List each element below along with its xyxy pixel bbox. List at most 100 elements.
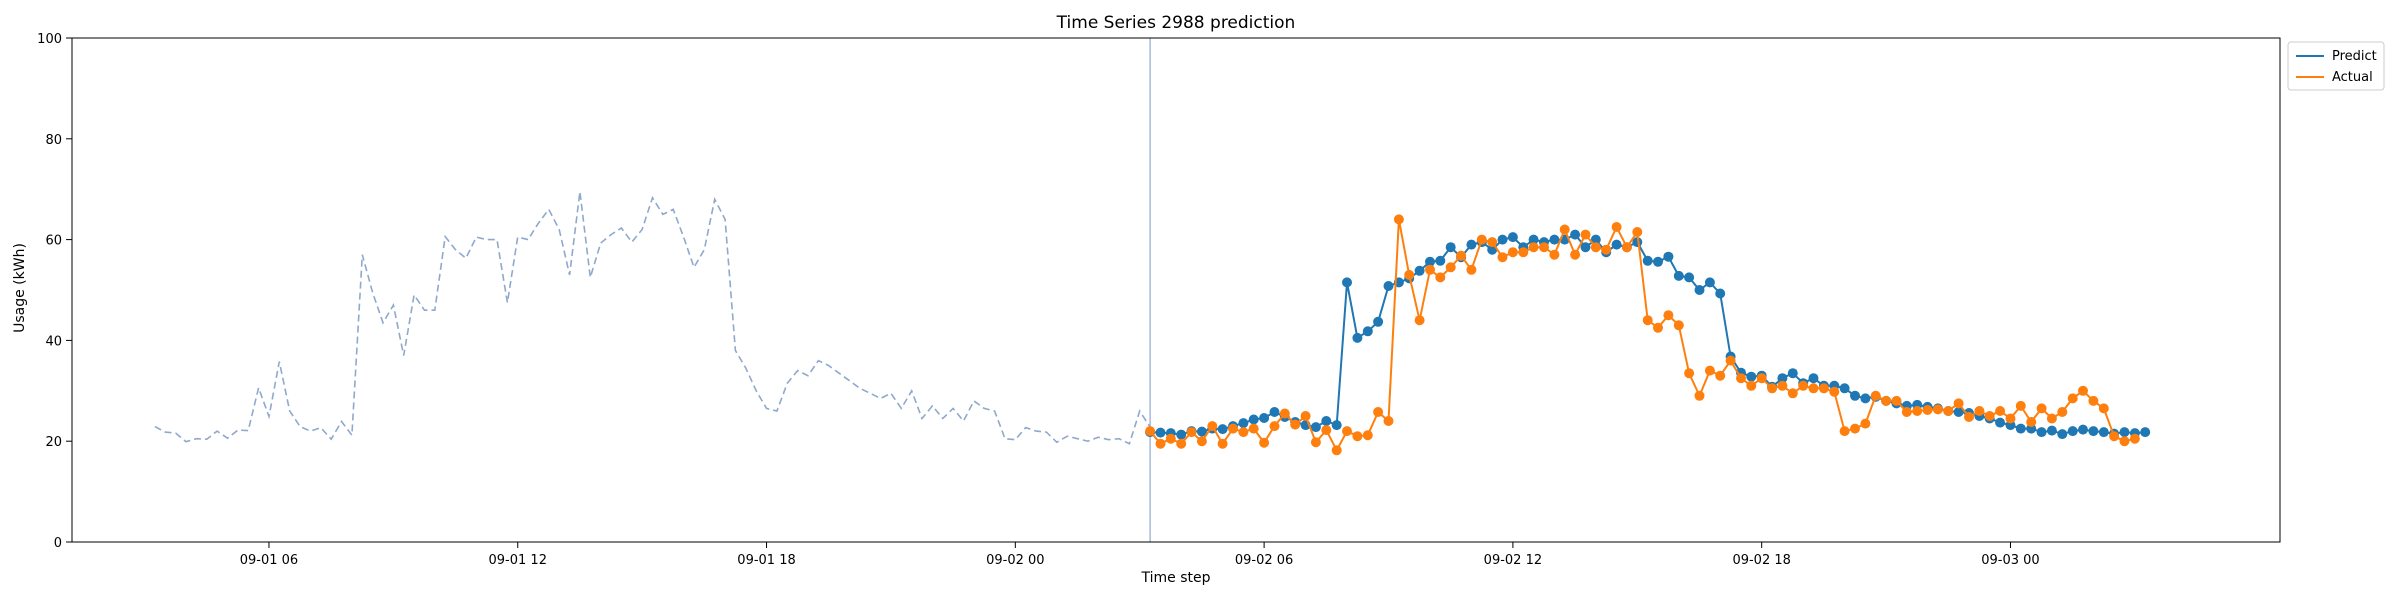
predict-point (1663, 251, 1674, 262)
predict-point (1466, 239, 1477, 250)
actual-point (1818, 383, 1829, 394)
predict-point (1850, 390, 1860, 401)
actual-point (1860, 418, 1871, 429)
predict-point (1310, 422, 1321, 433)
actual-point (1850, 423, 1860, 434)
x-tick-label: 09-03 00 (1981, 553, 2039, 568)
predict-point (2015, 423, 2026, 434)
actual-point (1746, 380, 1757, 391)
actual-point (1269, 421, 1280, 432)
predict-point (1995, 417, 2006, 428)
actual-point (1290, 419, 1301, 430)
predict-point (1259, 413, 1270, 423)
predict-point (1196, 426, 1207, 437)
predict-point (1549, 234, 1560, 245)
actual-point (1321, 425, 1332, 436)
predict-point (1497, 234, 1508, 245)
predict-point (1342, 277, 1352, 288)
actual-point (1777, 380, 1788, 391)
actual-point (2057, 407, 2068, 417)
predict-point (1632, 237, 1643, 248)
actual-point (2109, 431, 2120, 442)
actual-point (1559, 224, 1570, 235)
actual-point (2078, 385, 2088, 396)
predict-point (2057, 429, 2068, 440)
y-tick-label: 80 (45, 133, 62, 148)
actual-point (1673, 320, 1684, 331)
predict-point (1653, 256, 1663, 267)
actual-point (1798, 380, 1809, 391)
actual-point (1342, 426, 1352, 437)
actual-point (1518, 247, 1529, 258)
predict-point (2067, 426, 2078, 437)
predict-point (1746, 371, 1757, 382)
legend: Predict Actual (2287, 41, 2385, 91)
actual-point (1922, 405, 1933, 415)
y-tick-label: 0 (54, 536, 62, 551)
actual-point (1196, 436, 1207, 447)
actual-point (1653, 322, 1663, 333)
predict-point (1839, 383, 1850, 394)
actual-point (1414, 315, 1425, 326)
actual-point (1621, 242, 1632, 253)
predict-point (2119, 427, 2130, 438)
plot-frame (71, 37, 2281, 543)
actual-point (1839, 426, 1850, 437)
actual-point (1155, 438, 1166, 449)
actual-point (1881, 395, 1892, 406)
predict-point (1777, 373, 1788, 384)
actual-point (1590, 242, 1601, 253)
actual-point (1694, 390, 1705, 401)
x-tick-label: 09-01 06 (240, 553, 298, 568)
actual-point (1404, 269, 1415, 280)
predict-point (1684, 272, 1695, 283)
actual-point (1663, 310, 1674, 321)
actual-point (2046, 413, 2057, 424)
actual-point (1393, 214, 1404, 225)
actual-point (2036, 403, 2047, 414)
actual-point (1466, 264, 1477, 275)
actual-point (2005, 413, 2016, 424)
actual-point (1901, 407, 1912, 417)
predict-point (2088, 426, 2099, 437)
predict-point (1528, 234, 1539, 245)
predict-point (1362, 326, 1373, 337)
actual-point (1767, 383, 1778, 394)
actual-point (1891, 395, 1902, 406)
actual-point (1228, 423, 1238, 434)
predict-point (1331, 420, 1342, 431)
actual-point (1974, 406, 1985, 416)
actual-point (1704, 365, 1715, 376)
actual-point (1829, 386, 1840, 397)
actual-point (1943, 406, 1954, 416)
predict-point (1176, 429, 1187, 440)
plot-area (154, 38, 2151, 542)
actual-point (1601, 244, 1612, 255)
actual-point (1964, 412, 1974, 422)
actual-point (1331, 445, 1342, 456)
predict-point (1704, 277, 1715, 288)
actual-point (1725, 355, 1736, 366)
predict-point (2140, 427, 2151, 438)
actual-point (1995, 406, 2006, 416)
y-tick-label: 40 (45, 334, 62, 349)
predict-point (1373, 316, 1384, 327)
y-tick-label: 60 (45, 234, 62, 249)
actual-point (1352, 431, 1363, 442)
actual-point (1487, 237, 1498, 248)
actual-point (1684, 368, 1695, 379)
actual-point (1145, 426, 1156, 437)
actual-point (1176, 438, 1187, 449)
actual-point (1507, 247, 1518, 258)
predict-point (1445, 242, 1456, 253)
actual-point (1528, 242, 1539, 253)
actual-point (2015, 400, 2026, 411)
predict-point (1414, 265, 1425, 276)
chart-title: Time Series 2988 prediction (1056, 13, 1296, 33)
actual-point (1580, 229, 1591, 240)
actual-point (1279, 408, 1290, 419)
actual-point (1445, 262, 1456, 273)
actual-point (1632, 227, 1643, 237)
